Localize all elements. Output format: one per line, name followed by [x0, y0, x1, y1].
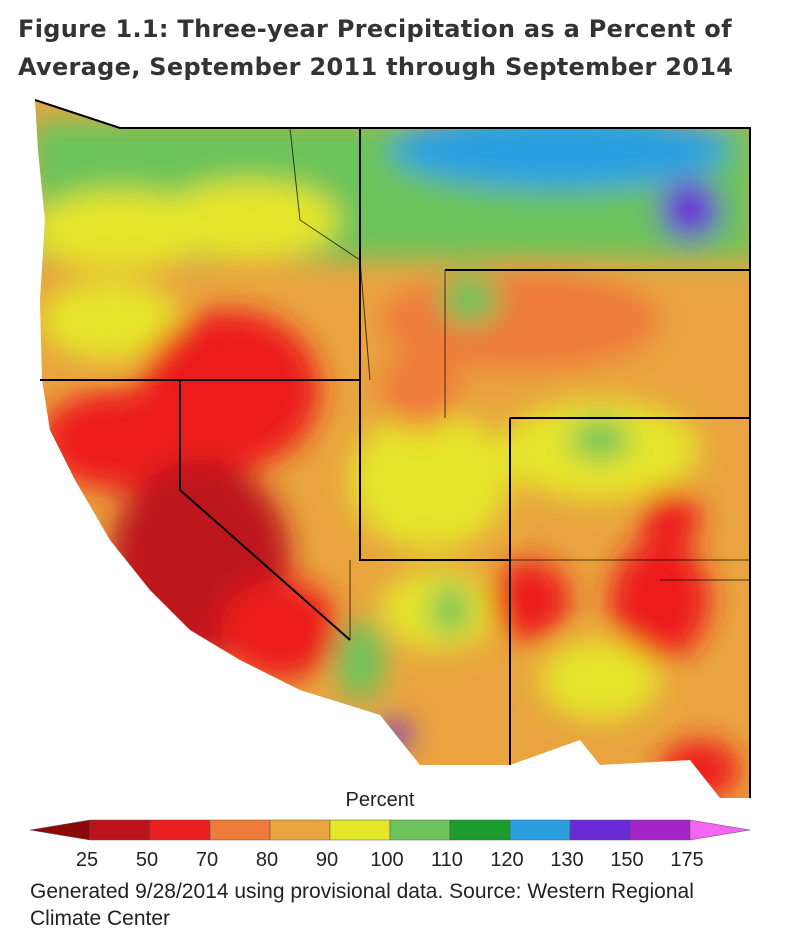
title-line: Figure 1.1: Three-year Precipitation as …: [18, 15, 732, 43]
color-segment: [569, 819, 631, 841]
source: Generated 9/28/2014 using provisional da…: [30, 878, 694, 932]
color-segment: [449, 819, 511, 841]
color-segment: [329, 819, 391, 841]
legend-title: Percent: [346, 790, 415, 811]
map: [34, 99, 751, 798]
legend-tick-label: 70: [196, 849, 218, 870]
color-segment: [509, 819, 571, 841]
source-line: Generated 9/28/2014 using provisional da…: [30, 880, 694, 903]
color-segment: [29, 819, 91, 841]
legend-tick-label: 175: [670, 849, 703, 870]
color-segment: [689, 819, 751, 841]
color-segment: [89, 819, 151, 841]
legend-tick-label: 150: [610, 849, 643, 870]
source-line: Climate Center: [30, 907, 171, 930]
legend-tick-label: 25: [76, 849, 98, 870]
legend-tick-label: 100: [370, 849, 403, 870]
legend-tick-label: 120: [490, 849, 523, 870]
color-segment: [389, 819, 451, 841]
legend-tick-label: 90: [316, 849, 338, 870]
color-segment: [149, 819, 211, 841]
state-borders: [34, 99, 751, 798]
legend-tick-label: 110: [431, 849, 463, 870]
precip-field: [35, 100, 750, 798]
legend-tick-label: 50: [136, 849, 158, 870]
color-segment: [629, 819, 691, 841]
legend-tick-label: 130: [550, 849, 583, 870]
color-segment: [209, 819, 271, 841]
title: Figure 1.1: Three-year Precipitation as …: [18, 10, 733, 86]
legend: Percent 25 50 70 80 90 100 110 120 130 150 175: [29, 790, 751, 870]
legend-tick-label: 80: [256, 849, 278, 870]
title-line: Average, September 2011 through Septembe…: [18, 53, 734, 81]
color-segment: [269, 819, 331, 841]
